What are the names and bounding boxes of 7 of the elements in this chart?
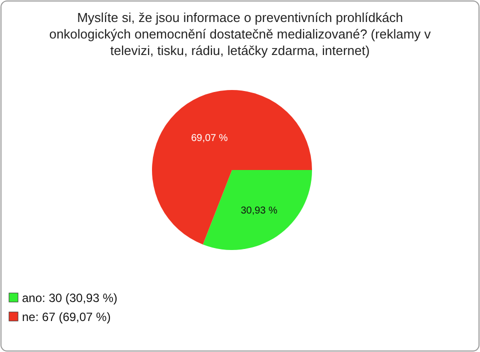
chart-title: Myslíte si, že jsou informace o preventivních prohlídkách onkologických onemocnění dostatečně medializované? (reklamy v televizi, tisku, rádiu, letáčky zdarma, internet) (49, 10, 432, 58)
legend-label: ne: 67 (69,07 %) (22, 310, 111, 324)
pie-slice (202, 170, 312, 250)
data-label: 69,07 % (191, 132, 228, 144)
pie-slice (152, 90, 312, 245)
data-label: 30,93 % (240, 206, 278, 217)
legend-label: ano: 30 (30,93 %) (22, 291, 118, 305)
